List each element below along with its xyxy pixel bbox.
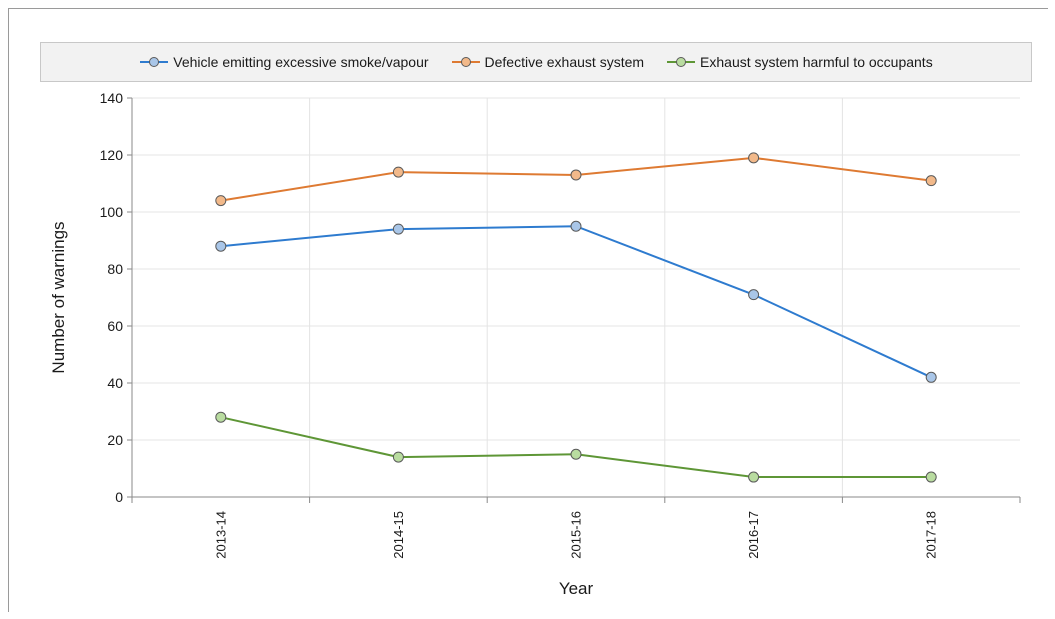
y-tick-label: 20	[107, 432, 123, 448]
x-tick-label: 2014-15	[391, 511, 406, 559]
plot-area	[132, 98, 1020, 497]
data-point	[748, 471, 760, 483]
x-axis-title: Year	[559, 579, 594, 598]
y-tick-label: 60	[107, 318, 123, 334]
legend-swatch	[140, 57, 169, 67]
data-point	[570, 169, 582, 181]
data-point	[215, 411, 227, 423]
legend-item-1: Vehicle emitting excessive smoke/vapour	[139, 54, 429, 70]
data-point	[392, 166, 404, 178]
legend: Vehicle emitting excessive smoke/vapour D…	[40, 42, 1032, 82]
data-point	[748, 289, 760, 301]
legend-swatch	[667, 57, 696, 67]
chart-frame	[8, 8, 1048, 612]
legend-swatch-marker	[676, 57, 687, 67]
grid	[132, 97, 1020, 497]
data-point	[570, 448, 582, 460]
legend-label: Exhaust system harmful to occupants	[700, 54, 933, 70]
data-point	[392, 451, 404, 463]
data-point	[748, 152, 760, 164]
y-tick-label: 140	[100, 90, 124, 106]
legend-label: Vehicle emitting excessive smoke/vapour	[173, 54, 429, 70]
series-group	[215, 152, 937, 483]
y-axis-title: Number of warnings	[49, 221, 68, 373]
y-tick-label: 120	[100, 147, 124, 163]
data-point	[925, 371, 937, 383]
legend-label: Defective exhaust system	[484, 54, 645, 70]
data-point	[215, 240, 227, 252]
y-tick-label: 40	[107, 375, 123, 391]
y-tick-label: 0	[115, 489, 123, 505]
data-point	[925, 175, 937, 187]
y-tick-label: 100	[100, 204, 124, 220]
data-point	[392, 223, 404, 235]
legend-item-3: Exhaust system harmful to occupants	[666, 54, 933, 70]
legend-swatch	[451, 57, 480, 67]
legend-swatch-marker	[460, 57, 471, 67]
y-tick-label: 80	[107, 261, 123, 277]
x-tick-label: 2015-16	[569, 511, 584, 559]
data-point	[570, 220, 582, 232]
axes: 0 20 40 60 80 100 120 140 2013-14 2014-15 2015-16 2…	[100, 90, 1021, 559]
x-tick-label: 2013-14	[213, 511, 228, 559]
data-point	[215, 195, 227, 207]
x-tick-label: 2016-17	[746, 511, 761, 559]
legend-swatch-marker	[149, 57, 160, 67]
data-point	[925, 471, 937, 483]
x-tick-label: 2017-18	[924, 511, 939, 559]
legend-item-2: Defective exhaust system	[451, 54, 645, 70]
